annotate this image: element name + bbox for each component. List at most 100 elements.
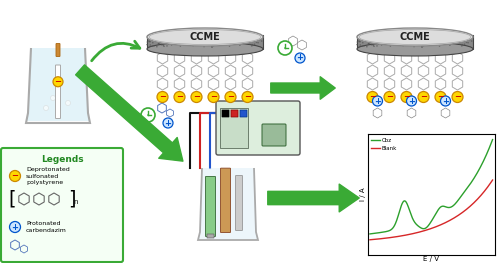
Circle shape [152,42,154,43]
FancyBboxPatch shape [1,148,123,262]
Circle shape [194,41,196,42]
Blank [407,233,413,236]
Circle shape [160,39,161,40]
Circle shape [174,92,185,103]
Circle shape [10,170,20,181]
Text: +: + [442,97,449,105]
FancyBboxPatch shape [56,65,60,119]
Circle shape [368,43,369,44]
FancyBboxPatch shape [220,108,248,148]
FancyBboxPatch shape [206,176,216,236]
Circle shape [242,92,253,103]
Circle shape [376,39,378,41]
Text: −: − [54,77,62,86]
FancyBboxPatch shape [357,35,473,49]
Text: CCME: CCME [400,32,430,42]
Circle shape [141,108,155,122]
Circle shape [438,45,440,47]
Cbz [416,225,422,228]
Text: −: − [454,93,461,102]
Circle shape [420,45,422,47]
Circle shape [372,96,382,106]
Circle shape [196,38,198,40]
Blank [444,220,450,223]
Circle shape [163,118,173,128]
Text: CCME: CCME [190,32,220,42]
Circle shape [195,41,196,42]
Circle shape [459,43,460,45]
Text: +: + [164,119,172,128]
Circle shape [444,43,445,45]
Blank [416,231,422,234]
Circle shape [406,96,416,106]
Circle shape [154,38,156,40]
Circle shape [169,42,170,43]
Y-axis label: I / A: I / A [360,188,366,201]
Circle shape [234,39,235,41]
Circle shape [258,39,260,41]
Circle shape [194,42,196,43]
Polygon shape [198,168,258,239]
Ellipse shape [147,28,263,46]
Circle shape [158,43,160,44]
Circle shape [295,53,305,63]
Text: Legends: Legends [40,154,84,164]
Circle shape [408,42,410,43]
Circle shape [449,38,450,40]
Circle shape [364,40,366,42]
Circle shape [182,41,184,42]
Circle shape [148,41,150,42]
Text: −: − [386,93,393,102]
Circle shape [464,43,466,45]
Line: Blank: Blank [370,180,492,240]
Circle shape [424,41,426,42]
Circle shape [147,114,149,116]
Circle shape [402,45,404,47]
Circle shape [153,45,155,47]
Circle shape [456,40,458,42]
Circle shape [56,110,60,115]
Circle shape [180,45,181,47]
Circle shape [166,39,168,41]
Circle shape [464,41,466,42]
Circle shape [418,92,429,103]
X-axis label: E / V: E / V [423,256,440,262]
Circle shape [466,42,468,43]
Circle shape [158,43,159,44]
Circle shape [372,45,374,46]
Circle shape [404,44,405,46]
FancyBboxPatch shape [207,234,214,238]
FancyBboxPatch shape [231,110,238,117]
FancyBboxPatch shape [56,43,60,57]
Circle shape [194,44,195,46]
Circle shape [248,41,250,43]
Text: Protonated
carbendazim: Protonated carbendazim [26,221,67,233]
Circle shape [225,92,236,103]
Circle shape [360,44,361,46]
Ellipse shape [147,42,263,56]
Circle shape [372,40,374,41]
Ellipse shape [357,28,473,46]
Blank [367,238,373,241]
Circle shape [191,92,202,103]
Ellipse shape [359,29,471,44]
Ellipse shape [149,29,261,44]
Circle shape [163,45,165,47]
FancyBboxPatch shape [222,110,229,117]
Circle shape [436,38,438,40]
Circle shape [246,42,248,43]
Circle shape [394,42,396,44]
Circle shape [192,45,194,47]
Circle shape [378,43,380,45]
Circle shape [178,40,180,42]
Circle shape [370,44,372,45]
Circle shape [362,42,364,43]
Circle shape [388,39,389,41]
Circle shape [158,43,160,44]
Circle shape [203,46,205,47]
Circle shape [373,45,375,47]
Circle shape [452,92,463,103]
Text: −: − [227,93,234,102]
Circle shape [261,40,262,42]
Circle shape [150,41,151,42]
